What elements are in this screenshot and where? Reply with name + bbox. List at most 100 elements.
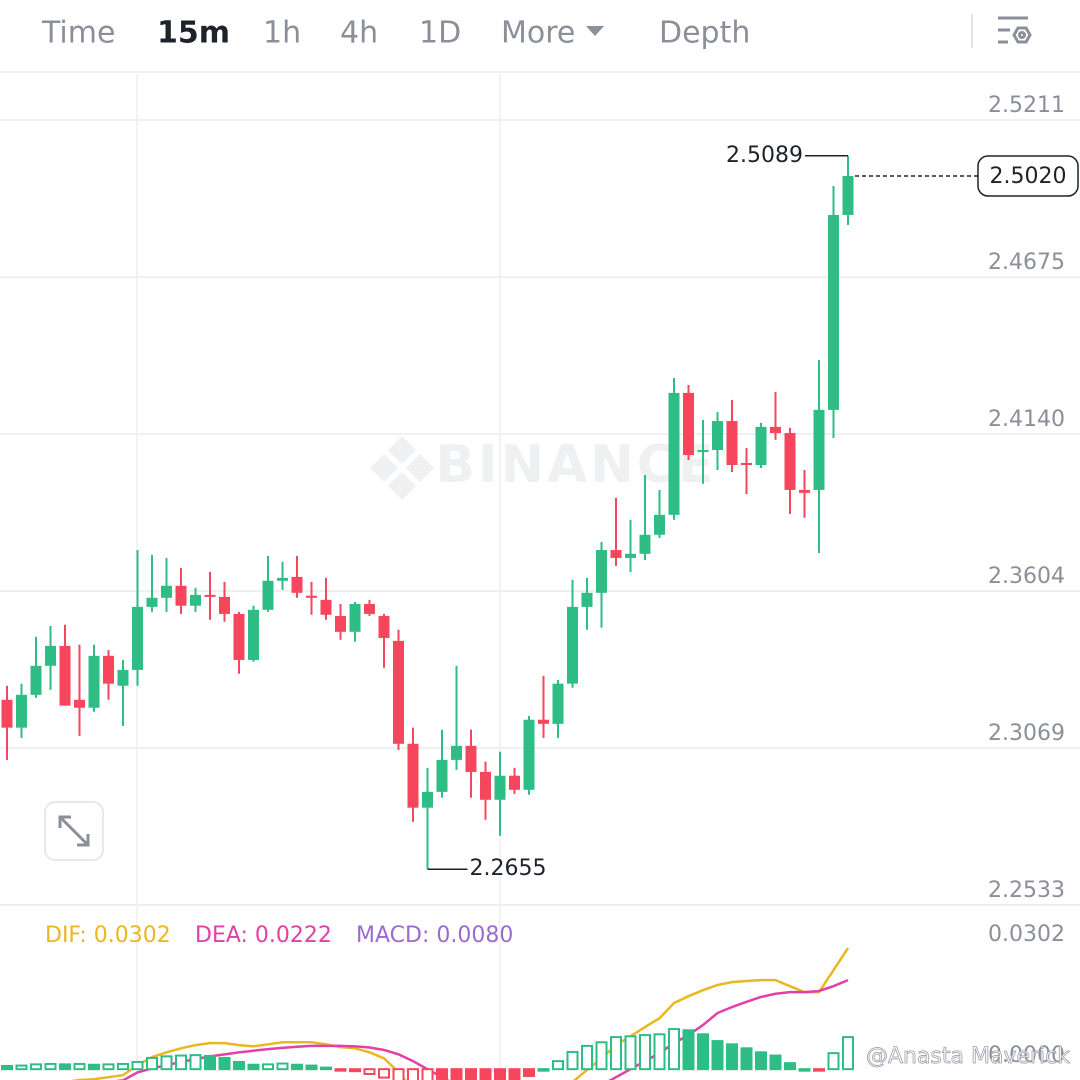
- macd-bar: [291, 1063, 303, 1071]
- timeframe-tab[interactable]: 1D: [419, 16, 461, 51]
- macd-bar: [392, 1068, 405, 1080]
- macd-bar: [494, 1068, 506, 1080]
- macd-bar: [407, 1068, 419, 1080]
- macd-bar: [218, 1056, 231, 1071]
- macd-bar: [73, 1062, 86, 1071]
- macd-bar: [334, 1068, 347, 1072]
- macd-bar: [755, 1051, 767, 1071]
- candle-body: [204, 594, 216, 597]
- macd-bar: [537, 1068, 550, 1072]
- macd-bar: [711, 1040, 724, 1071]
- macd-bar: [798, 1068, 811, 1072]
- legend-entry: DEA: 0.0222: [195, 923, 332, 948]
- candle-body: [596, 550, 607, 593]
- candle-body: [161, 585, 172, 598]
- timeframe-tab[interactable]: Time: [41, 16, 115, 51]
- macd-bar: [552, 1060, 564, 1071]
- timeframe-tab[interactable]: Depth: [659, 16, 750, 51]
- macd-bar: [276, 1062, 289, 1071]
- legend-entry: MACD: 0.0080: [356, 923, 513, 948]
- candle-body: [741, 462, 752, 466]
- macd-bar: [697, 1033, 709, 1071]
- candle-body: [567, 606, 578, 684]
- low-label: 2.2655: [470, 856, 547, 881]
- timeframe-tab[interactable]: 1h: [263, 16, 301, 51]
- candle-body: [799, 489, 810, 493]
- macd-bar: [624, 1035, 637, 1071]
- candle-body: [306, 595, 317, 598]
- macd-bar: [813, 1068, 825, 1072]
- macd-bar: [175, 1054, 187, 1071]
- macd-bar: [479, 1068, 492, 1080]
- candle-body: [494, 775, 506, 800]
- candle-body: [683, 392, 694, 456]
- candle-body: [30, 665, 42, 695]
- macd-bar: [363, 1068, 376, 1075]
- candle-body: [175, 585, 187, 606]
- candle-body: [103, 655, 114, 684]
- watermark: BINANCE: [436, 435, 717, 495]
- macd-bar: [740, 1047, 753, 1071]
- timeframe-tab[interactable]: 4h: [340, 16, 378, 51]
- candle-body: [697, 450, 709, 453]
- macd-bar: [320, 1066, 332, 1071]
- expand-button[interactable]: [44, 801, 104, 861]
- candle-body: [117, 669, 129, 686]
- macd-bar: [305, 1064, 318, 1071]
- macd-bar: [131, 1060, 144, 1071]
- candle-body: [74, 699, 85, 708]
- macd-bar: [189, 1054, 202, 1071]
- last-price-label: 2.5020: [990, 164, 1067, 189]
- candle-body: [828, 214, 839, 410]
- macd-plot: [1, 947, 854, 1080]
- macd-bar: [726, 1043, 738, 1071]
- candle-body: [654, 514, 665, 535]
- macd-bar: [653, 1033, 666, 1071]
- candle-body: [190, 594, 201, 606]
- candle-body: [726, 421, 738, 466]
- candle-body: [668, 392, 680, 515]
- y-tick-label: 2.4140: [988, 407, 1065, 432]
- timeframe-tab[interactable]: More: [501, 16, 575, 51]
- macd-bar: [465, 1068, 477, 1080]
- macd-bar: [842, 1036, 854, 1071]
- candle-body: [1, 699, 13, 728]
- y-tick-label: 2.3604: [988, 564, 1065, 589]
- candle-body: [320, 599, 332, 615]
- candle-body: [45, 645, 56, 666]
- candle-body: [378, 615, 390, 638]
- last-price-box: [977, 155, 1079, 197]
- macd-bar: [668, 1028, 680, 1071]
- macd-bar: [523, 1068, 535, 1077]
- candle-body: [755, 426, 767, 466]
- macd-bar: [233, 1060, 245, 1071]
- macd-bar: [421, 1068, 434, 1080]
- timeframe-tab[interactable]: 15m: [157, 16, 230, 51]
- macd-bar: [117, 1062, 129, 1071]
- candle-body: [581, 592, 593, 607]
- candle-body: [59, 645, 71, 706]
- settings-icon[interactable]: [998, 16, 1032, 44]
- macd-bar: [769, 1054, 782, 1071]
- macd-bar: [102, 1063, 115, 1071]
- macd-bar: [88, 1063, 100, 1071]
- candle-body: [349, 603, 361, 632]
- macd-bar: [581, 1044, 593, 1071]
- macd-bar: [1, 1064, 13, 1071]
- macd-bar: [146, 1056, 158, 1071]
- candle-body: [712, 421, 723, 451]
- macd-bar: [378, 1068, 390, 1079]
- candle-body: [842, 175, 854, 215]
- candle-body: [407, 743, 419, 808]
- macd-bar: [508, 1068, 521, 1080]
- macd-bar: [204, 1054, 216, 1071]
- macd-bar: [595, 1041, 608, 1071]
- candle-body: [625, 553, 636, 558]
- candle-body: [538, 719, 549, 724]
- macd-bar: [160, 1055, 173, 1071]
- macd-bar: [784, 1062, 796, 1071]
- candle-body: [364, 603, 375, 614]
- candle-body: [335, 615, 346, 632]
